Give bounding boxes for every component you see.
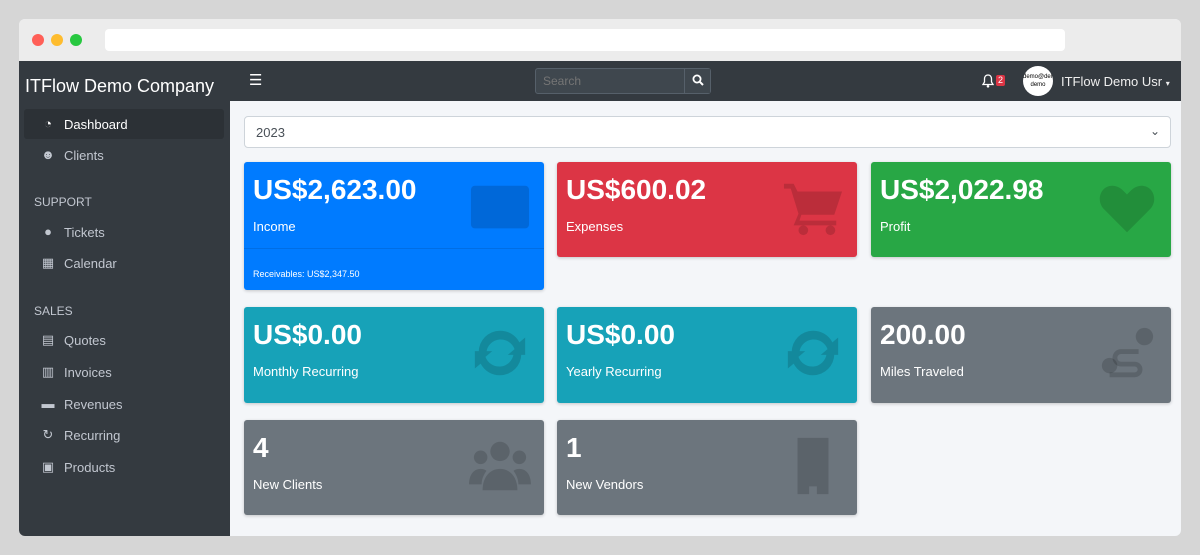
card-label: New Vendors (566, 477, 644, 492)
life-ring-icon: ● (44, 224, 52, 239)
user-menu[interactable]: ITFlow Demo Usr ▾ (1061, 74, 1170, 89)
sidebar-item-label: Dashboard (64, 116, 128, 132)
close-window-button[interactable] (32, 34, 44, 46)
users-icon (468, 436, 532, 496)
avatar[interactable]: demo@demo demo (1023, 66, 1053, 96)
year-value: 2023 (256, 125, 285, 140)
card-value: 1 (566, 432, 582, 463)
sidebar-item-label: Calendar (64, 255, 117, 271)
bell-icon[interactable] (982, 74, 994, 88)
main-content: 2023 ⌄ US$2,623.00 Income Receivables: US… (230, 101, 1181, 536)
file-invoice-icon: ▥ (41, 364, 55, 379)
search-button[interactable] (684, 69, 710, 93)
card-value: US$2,623.00 (253, 174, 417, 205)
sidebar-item-label: Tickets (64, 224, 105, 240)
sidebar: ITFlow Demo Company ◔ Dashboard ☻ Clients … (19, 61, 230, 536)
search-box (535, 68, 711, 94)
card-value: 200.00 (880, 319, 966, 350)
card-value: US$0.00 (253, 319, 362, 350)
notification-badge: 2 (996, 75, 1006, 86)
credit-card-icon (468, 178, 532, 238)
sync-icon (468, 323, 532, 383)
sidebar-item-invoices[interactable]: ▥ Invoices (24, 357, 224, 387)
sidebar-item-tickets[interactable]: ● Tickets (24, 217, 224, 247)
caret-down-icon: ▾ (1165, 79, 1170, 88)
card-value: US$2,022.98 (880, 174, 1044, 205)
profit-card[interactable]: US$2,022.98 Profit (871, 162, 1171, 257)
sidebar-item-quotes[interactable]: ▤ Quotes (24, 325, 224, 355)
card-label: New Clients (253, 477, 323, 492)
card-label: Expenses (566, 219, 624, 234)
tachometer-icon: ◔ (44, 116, 52, 131)
yearly-recurring-card[interactable]: US$0.00 Yearly Recurring (557, 307, 857, 403)
year-select[interactable]: 2023 ⌄ (244, 116, 1171, 148)
sidebar-item-clients[interactable]: ☻ Clients (24, 140, 224, 170)
calendar-icon: ▦ (41, 255, 55, 270)
topbar: ☰ 2 demo@demo demo ITFlow Demo Usr ▾ (230, 61, 1181, 101)
card-value: US$0.00 (566, 319, 675, 350)
file-icon: ▤ (41, 332, 55, 347)
support-header: SUPPORT (34, 195, 92, 209)
heart-icon (1095, 178, 1159, 238)
browser-window: ITFlow Demo Company ◔ Dashboard ☻ Clients … (19, 19, 1181, 536)
users-icon: ☻ (41, 147, 55, 162)
new-clients-card[interactable]: 4 New Clients (244, 420, 544, 515)
sidebar-item-label: Quotes (64, 332, 106, 348)
sidebar-item-label: Recurring (64, 427, 121, 443)
card-label: Income (253, 219, 296, 234)
sidebar-item-dashboard[interactable]: ◔ Dashboard (24, 109, 224, 139)
sidebar-item-products[interactable]: ▣ Products (24, 452, 224, 482)
receivables-text[interactable]: Receivables: US$2,347.50 (253, 269, 360, 279)
divider (244, 248, 544, 249)
new-vendors-card[interactable]: 1 New Vendors (557, 420, 857, 515)
income-card[interactable]: US$2,623.00 Income Receivables: US$2,347… (244, 162, 544, 290)
sidebar-item-label: Clients (64, 147, 104, 163)
sidebar-item-label: Products (64, 459, 116, 475)
sidebar-item-label: Revenues (64, 396, 123, 412)
search-icon (692, 74, 704, 86)
card-label: Monthly Recurring (253, 364, 359, 379)
sync-icon (781, 323, 845, 383)
hamburger-menu-icon[interactable]: ☰ (249, 72, 263, 89)
card-label: Profit (880, 219, 911, 234)
maximize-window-button[interactable] (70, 34, 82, 46)
box-icon: ▣ (41, 459, 55, 474)
sync-icon: ↻ (42, 427, 54, 442)
route-icon (1095, 323, 1159, 383)
expenses-card[interactable]: US$600.02 Expenses (557, 162, 857, 257)
sidebar-item-calendar[interactable]: ▦ Calendar (24, 248, 224, 278)
card-value: 4 (253, 432, 269, 463)
card-label: Yearly Recurring (566, 364, 662, 379)
sidebar-item-revenues[interactable]: ▬ Revenues (24, 389, 224, 419)
shopping-cart-icon (781, 178, 845, 238)
search-input[interactable] (536, 69, 684, 93)
card-label: Miles Traveled (880, 364, 964, 379)
chevron-down-icon: ⌄ (1149, 124, 1160, 138)
credit-card-icon: ▬ (41, 396, 55, 411)
brand[interactable]: ITFlow Demo Company (25, 76, 215, 96)
building-icon (781, 436, 845, 496)
sidebar-item-label: Invoices (64, 364, 112, 380)
minimize-window-button[interactable] (51, 34, 63, 46)
card-value: US$600.02 (566, 174, 707, 205)
user-name: ITFlow Demo Usr (1061, 74, 1163, 89)
sidebar-item-recurring[interactable]: ↻ Recurring (24, 420, 224, 450)
monthly-recurring-card[interactable]: US$0.00 Monthly Recurring (244, 307, 544, 403)
browser-titlebar (19, 19, 1181, 61)
miles-traveled-card[interactable]: 200.00 Miles Traveled (871, 307, 1171, 403)
address-bar[interactable] (105, 29, 1065, 51)
sales-header: SALES (34, 304, 73, 318)
